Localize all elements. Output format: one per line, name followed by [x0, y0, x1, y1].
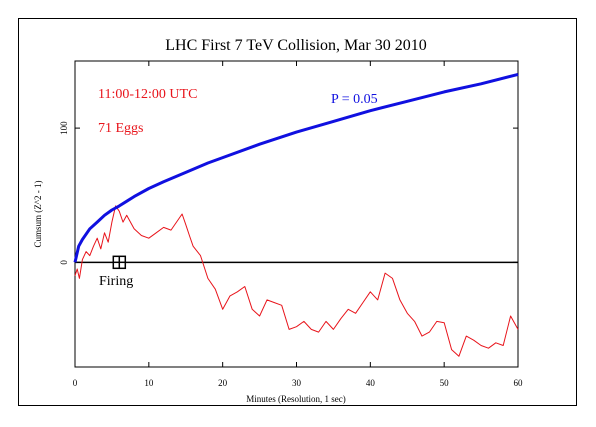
- x-tick-label: 0: [73, 378, 78, 388]
- axis-ticks: 0 10 20 30 40 50 60 0 100: [59, 61, 523, 388]
- marker-layer: [112, 255, 127, 270]
- eggs-label: 71 Eggs: [98, 121, 144, 136]
- chart-title: LHC First 7 TeV Collision, Mar 30 2010: [165, 37, 426, 54]
- x-tick-label: 40: [366, 378, 376, 388]
- series-layer: [73, 72, 519, 357]
- x-tick-label: 20: [218, 378, 228, 388]
- firing-label: Firing: [99, 274, 133, 289]
- firing-marker: [112, 255, 127, 270]
- probability-envelope-line: [73, 72, 519, 263]
- y-axis-label: Cumsum (Z^2 - 1): [33, 181, 43, 248]
- time-range-label: 11:00-12:00 UTC: [98, 87, 197, 102]
- x-axis-label: Minutes (Resolution, 1 sec): [246, 394, 346, 404]
- y-tick-label: 100: [59, 121, 69, 135]
- x-tick-label: 50: [440, 378, 450, 388]
- probability-label: P = 0.05: [331, 92, 378, 107]
- y-tick-label: 0: [59, 260, 69, 265]
- plot-area: [74, 60, 519, 368]
- x-tick-label: 10: [144, 378, 154, 388]
- x-tick-label: 60: [514, 378, 524, 388]
- chart-frame: [18, 18, 577, 406]
- cumsum-series-line: [74, 205, 519, 357]
- x-tick-label: 30: [292, 378, 302, 388]
